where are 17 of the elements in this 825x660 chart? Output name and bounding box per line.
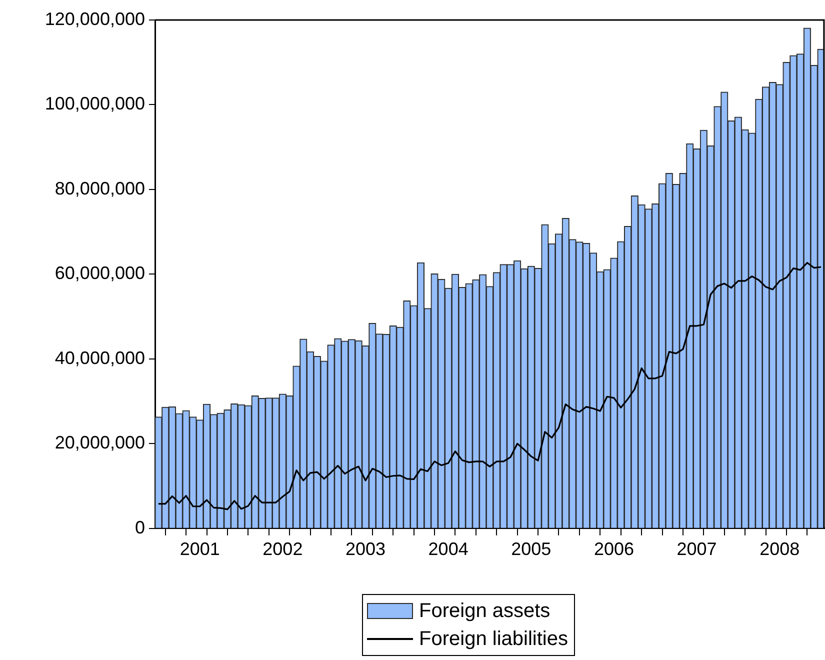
y-tick-label: 60,000,000 [54,263,145,284]
y-tick-label: 0 [134,517,145,538]
x-tick-label: 2008 [760,539,800,560]
x-tick-label: 2006 [594,539,634,560]
legend-label: Foreign assets [419,599,550,624]
x-tick-label: 2004 [428,539,468,560]
y-tick-label: 80,000,000 [54,178,145,198]
x-tick-label: 2007 [676,539,717,560]
y-tick-label: 120,000,000 [44,8,145,29]
x-tick-label: 2003 [345,539,386,560]
y-tick-label: 20,000,000 [54,432,145,453]
x-tick-label: 2005 [511,539,552,560]
legend-label: Foreign liabilities [419,627,568,652]
y-tick-label: 100,000,000 [44,94,145,114]
x-tick-label: 2002 [262,539,303,560]
x-tick-label: 2001 [180,539,220,560]
y-tick-label: 40,000,000 [54,348,145,368]
